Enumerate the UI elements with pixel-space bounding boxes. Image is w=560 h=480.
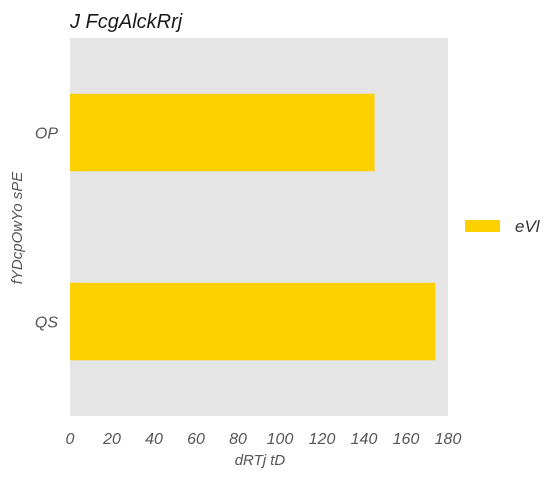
legend-swatch (465, 220, 500, 232)
x-tick-label: 160 (393, 431, 420, 448)
x-tick-label: 20 (102, 431, 121, 448)
x-tick-label: 140 (351, 431, 378, 448)
bar-qs (70, 282, 436, 361)
x-tick-label: 120 (309, 431, 336, 448)
x-tick-label: 180 (435, 431, 462, 448)
legend: eVl (465, 217, 541, 236)
y-tick-labels: OP QS (35, 126, 58, 332)
x-tick-label: 80 (229, 431, 247, 448)
x-tick-label: 100 (267, 431, 294, 448)
y-tick-label: OP (35, 126, 58, 143)
chart-title: J FcgAlckRrj (69, 11, 183, 33)
bar-op (70, 93, 375, 172)
y-axis-label: fYDcpOwYo sPE (9, 171, 26, 285)
y-tick-label: QS (35, 315, 58, 332)
x-tick-labels: 0 20 40 60 80 100 120 140 160 180 (66, 431, 462, 448)
x-tick-label: 40 (145, 431, 163, 448)
legend-label: eVl (515, 217, 541, 236)
bars-group (70, 93, 436, 361)
x-tick-label: 60 (187, 431, 205, 448)
x-axis-label: dRTj tD (235, 452, 286, 469)
x-tick-label: 0 (66, 431, 75, 448)
